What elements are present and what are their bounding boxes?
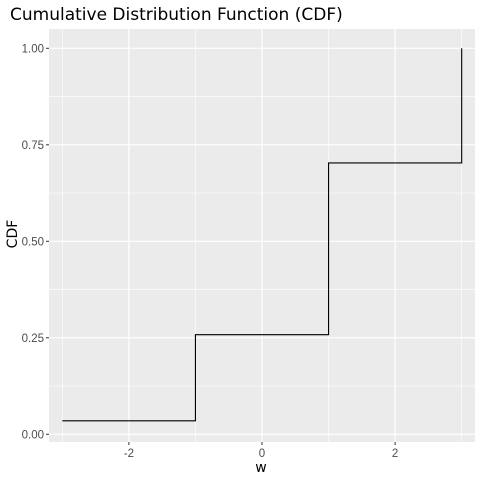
x-tick-label: -2 (124, 448, 134, 460)
x-tick-label: 0 (259, 448, 265, 460)
y-axis: 0.00 0.25 0.50 0.75 1.00 (22, 43, 49, 441)
y-axis-title: CDF (5, 220, 21, 249)
y-tick-label: 0.50 (22, 236, 44, 248)
y-tick-label: 1.00 (22, 43, 44, 55)
x-axis: -2 0 2 (124, 442, 398, 460)
cdf-step-line (62, 48, 463, 422)
y-tick-label: 0.00 (22, 429, 44, 441)
chart-title: Cumulative Distribution Function (CDF) (10, 5, 343, 25)
y-tick-label: 0.75 (22, 140, 44, 152)
series-layer (62, 48, 463, 422)
y-tick-label: 0.25 (22, 333, 44, 345)
x-axis-title: w (255, 460, 266, 476)
major-gridlines (49, 29, 475, 442)
x-tick-label: 2 (392, 448, 398, 460)
